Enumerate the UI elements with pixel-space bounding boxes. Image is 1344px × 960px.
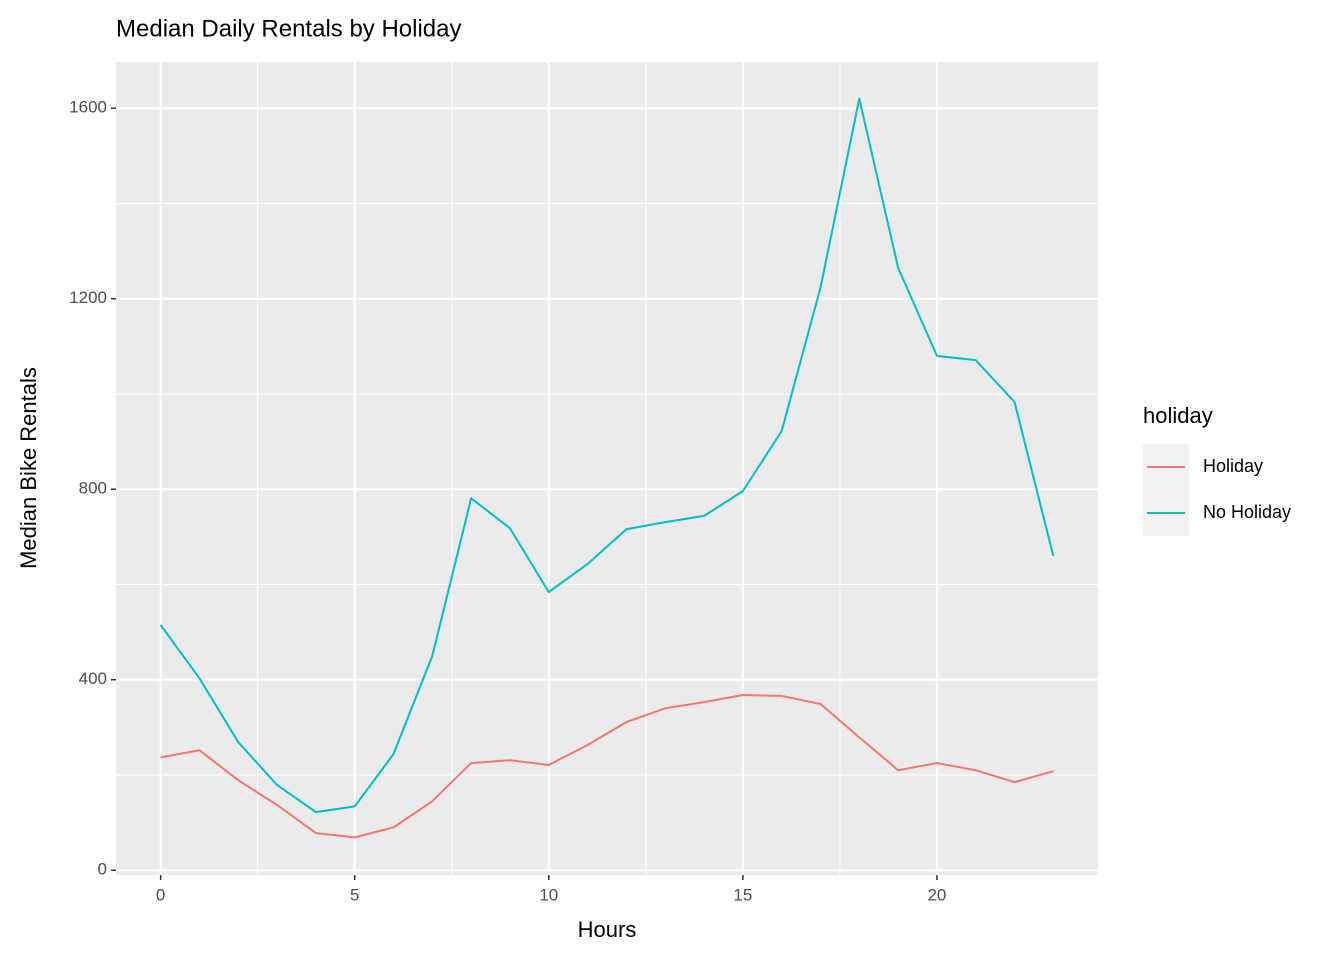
x-tick-label: 5	[350, 885, 359, 904]
axes: 0 400 800 1200 1600 0 5 10 15 20	[69, 98, 946, 905]
lines	[159, 97, 1055, 839]
series-line	[159, 97, 1055, 814]
series-line	[160, 693, 1054, 839]
x-axis-label: Hours	[578, 917, 637, 942]
x-tick-label: 15	[733, 885, 752, 904]
panel	[116, 62, 1098, 875]
x-tick-label: 0	[156, 885, 165, 904]
y-tick-label: 1200	[69, 288, 107, 307]
y-tick-label: 800	[79, 479, 107, 498]
y-axis-label: Median Bike Rentals	[16, 367, 41, 569]
x-tick-label: 10	[539, 885, 558, 904]
y-tick-label: 0	[98, 860, 107, 879]
x-tick-label: 20	[927, 885, 946, 904]
grid	[116, 62, 1098, 875]
legend-label: No Holiday	[1203, 502, 1291, 522]
chart-title: Median Daily Rentals by Holiday	[116, 15, 462, 42]
y-tick-label: 400	[79, 669, 107, 688]
legend-label: Holiday	[1203, 456, 1263, 476]
y-tick-label: 1600	[69, 98, 107, 117]
legend: Holiday No Holiday	[1143, 444, 1291, 536]
legend-title: holiday	[1143, 403, 1213, 428]
